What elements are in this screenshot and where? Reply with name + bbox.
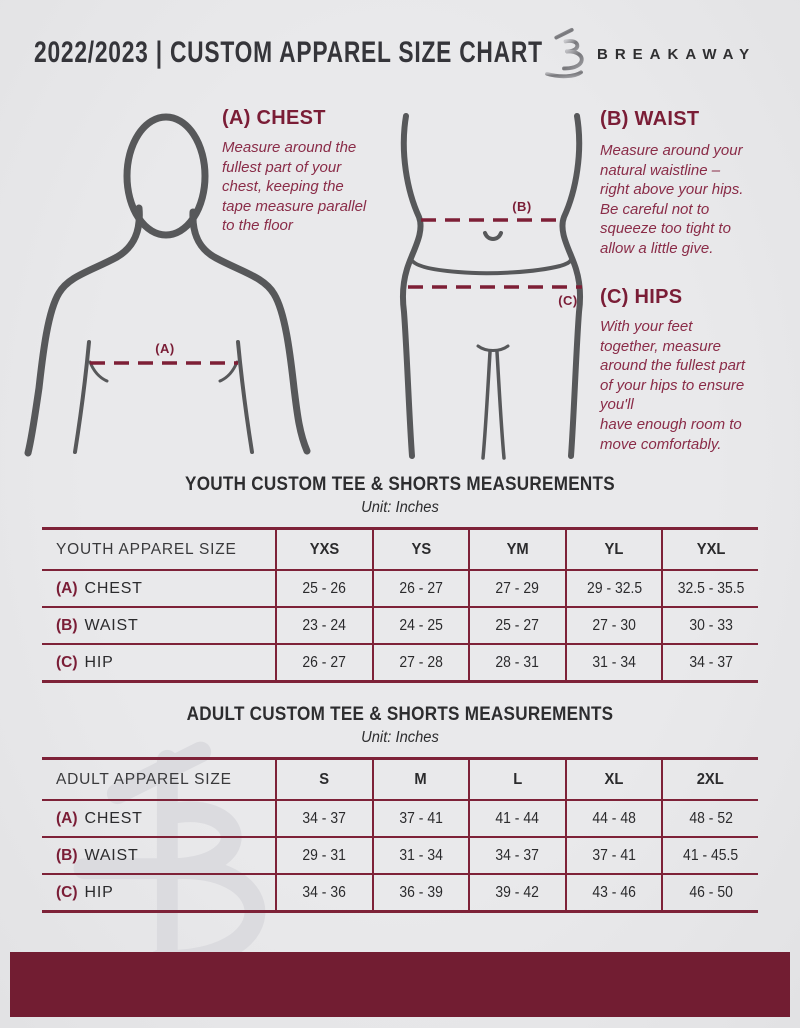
youth-size-table: YOUTH APPAREL SIZE YXS YS YM YL YXL (A) C…: [42, 527, 758, 683]
table-header-cell: YOUTH APPAREL SIZE: [56, 540, 237, 558]
table-cell: 25 - 26: [275, 569, 372, 606]
table-header-cell: S: [275, 760, 372, 799]
table-cell: 29 - 31: [275, 836, 372, 873]
table-cell: 36 - 39: [371, 873, 469, 910]
table-header-cell: L: [468, 760, 565, 799]
table-row-label: (A) CHEST: [42, 799, 275, 836]
table-cell: 29 - 32.5: [564, 569, 662, 606]
table-header-cell: YXL: [661, 530, 758, 569]
table-header-cell: YXS: [275, 530, 372, 569]
table-header-cell: YS: [371, 530, 469, 569]
lower-body-figure-illustration: [400, 113, 583, 460]
breakaway-logo-icon: [545, 27, 584, 79]
table-cell: 44 - 48: [564, 799, 662, 836]
table-cell: 27 - 29: [468, 569, 565, 606]
table-cell: 43 - 46: [564, 873, 662, 910]
table-cell: 39 - 42: [468, 873, 565, 910]
table-cell: 23 - 24: [275, 606, 372, 643]
table-cell: 24 - 25: [371, 606, 469, 643]
table-row-label: (C) HIP: [42, 873, 275, 910]
youth-unit-label: Unit: Inches: [361, 499, 439, 516]
adult-section-title: ADULT CUSTOM TEE & SHORTS MEASUREMENTS: [186, 704, 614, 725]
table-row-label: (C) HIP: [42, 643, 275, 680]
table-header-cell: YL: [564, 530, 662, 569]
table-header-cell: XL: [564, 760, 662, 799]
table-cell: 26 - 27: [371, 569, 469, 606]
chest-instruction-text: Measure around the fullest part of your …: [222, 139, 367, 235]
chest-instruction-heading: (A) CHEST: [222, 107, 326, 129]
table-cell: 34 - 37: [661, 643, 758, 680]
table-cell: 34 - 36: [275, 873, 372, 910]
table-header-cell: M: [371, 760, 469, 799]
table-cell: 34 - 37: [275, 799, 372, 836]
table-cell: 26 - 27: [275, 643, 372, 680]
table-cell: 32.5 - 35.5: [661, 569, 758, 606]
waist-instruction-heading: (B) WAIST: [600, 108, 700, 130]
table-cell: 37 - 41: [371, 799, 469, 836]
measurement-figures-illustration: [24, 113, 583, 460]
table-header-cell: 2XL: [661, 760, 758, 799]
table-cell: 28 - 31: [468, 643, 565, 680]
footer-bar: [10, 952, 790, 1017]
table-cell: 30 - 33: [661, 606, 758, 643]
youth-section-title: YOUTH CUSTOM TEE & SHORTS MEASUREMENTS: [185, 474, 615, 495]
waist-instruction-text: Measure around your natural waistline – …: [600, 142, 744, 257]
chest-marker-label: (A): [155, 341, 175, 356]
table-cell: 25 - 27: [468, 606, 565, 643]
table-cell: 27 - 28: [371, 643, 469, 680]
table-row-label: (B) WAIST: [42, 836, 275, 873]
table-cell: 31 - 34: [564, 643, 662, 680]
table-cell: 46 - 50: [661, 873, 758, 910]
hips-instruction-text: With your feet together, measure around …: [600, 318, 746, 453]
table-row-label: (B) WAIST: [42, 606, 275, 643]
page-title: 2022/2023 | CUSTOM APPAREL SIZE CHART: [34, 36, 543, 69]
table-cell: 27 - 30: [564, 606, 662, 643]
table-cell: 37 - 41: [564, 836, 662, 873]
measurement-dashed-lines: [90, 218, 582, 365]
hips-marker-label: (C): [558, 293, 578, 308]
table-cell: 31 - 34: [371, 836, 469, 873]
hips-instruction-heading: (C) HIPS: [600, 286, 683, 308]
table-cell: 34 - 37: [468, 836, 565, 873]
table-cell: 41 - 45.5: [661, 836, 758, 873]
table-header-cell: YM: [468, 530, 565, 569]
adult-unit-label: Unit: Inches: [361, 729, 439, 746]
chest-figure-illustration: [24, 113, 311, 457]
adult-size-table: ADULT APPAREL SIZE S M L XL 2XL (A) CHEST…: [42, 757, 758, 913]
waist-marker-label: (B): [512, 199, 532, 214]
table-cell: 48 - 52: [661, 799, 758, 836]
table-cell: 41 - 44: [468, 799, 565, 836]
brand-name: BREAKAWAY: [597, 46, 757, 63]
table-header-cell: ADULT APPAREL SIZE: [56, 770, 232, 788]
table-row-label: (A) CHEST: [42, 569, 275, 606]
